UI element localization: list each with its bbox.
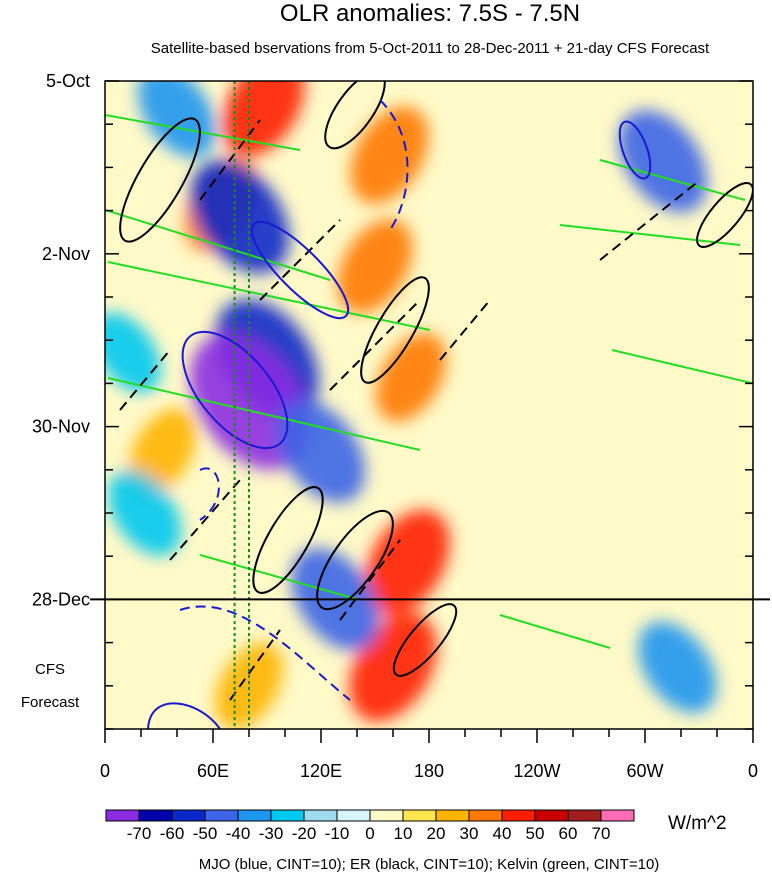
chart-footer: MJO (blue, CINT=10); ER (black, CINT=10)…: [198, 856, 660, 873]
chart-title: OLR anomalies: 7.5S - 7.5N: [279, 0, 581, 27]
colorbar-label: -20: [292, 824, 317, 843]
y-tick-label: 30-Nov: [32, 417, 90, 437]
mjo-contour: [181, 330, 289, 450]
er-contour: [316, 509, 394, 611]
colorbar-swatch: [567, 809, 602, 822]
x-tick-label: 120W: [513, 761, 560, 781]
y-tick-label: 2-Nov: [42, 244, 90, 264]
colorbar-label: -50: [193, 824, 218, 843]
kelvin-contour: [105, 114, 753, 649]
colorbar-swatch: [534, 809, 569, 822]
colorbar-swatch: [237, 809, 272, 822]
colorbar-label: 10: [394, 824, 413, 843]
colorbar-label: 50: [526, 824, 545, 843]
colorbar-swatch: [303, 809, 338, 822]
colorbar: -70 -60 -50 -40 -30 -20 -10 0 10 20 30 40 50 60 70: [105, 809, 635, 843]
colorbar-swatch: [402, 809, 437, 822]
mjo-contour: [618, 120, 652, 180]
colorbar-label: -70: [127, 824, 152, 843]
colorbar-units: W/m^2: [668, 813, 727, 834]
anomaly-blob: [128, 408, 197, 495]
colorbar-swatch: [435, 809, 470, 822]
colorbar-label: -40: [226, 824, 251, 843]
cfs-label-line2: Forecast: [21, 694, 80, 711]
anomaly-blob: [375, 333, 447, 422]
er-contour: [696, 182, 753, 248]
x-tick-label: 60E: [197, 761, 229, 781]
er-contour-dashed: [119, 119, 701, 701]
er-contour: [324, 81, 386, 150]
mjo-contour: [250, 220, 350, 320]
colorbar-label: 30: [460, 824, 479, 843]
anomaly-blob: [107, 470, 182, 556]
x-tick-label: 60W: [626, 761, 663, 781]
colorbar-swatch: [369, 809, 404, 822]
anomaly-blob: [222, 81, 305, 157]
colorbar-swatch: [105, 809, 140, 822]
y-tick-label: 5-Oct: [46, 71, 90, 91]
anomaly-blob: [105, 312, 161, 393]
colorbar-swatch: [336, 809, 371, 822]
colorbar-swatch: [138, 809, 173, 822]
colorbar-swatch: [204, 809, 239, 822]
colorbar-swatch: [270, 809, 305, 822]
mjo-contour-dashed: [179, 99, 409, 701]
anomaly-blob: [214, 642, 284, 729]
x-tick-label: 180: [414, 761, 444, 781]
er-contour: [119, 117, 201, 243]
colorbar-label: 40: [493, 824, 512, 843]
colorbar-label: -10: [325, 824, 350, 843]
axis-labels: 5-Oct 2-Nov 30-Nov 28-Dec 0 60E 120E 180 120W 60W…: [32, 71, 758, 781]
colorbar-label: 70: [592, 824, 611, 843]
colorbar-label: 60: [559, 824, 578, 843]
anomaly-blob: [350, 106, 429, 204]
colorbar-label: -60: [160, 824, 185, 843]
er-contour: [360, 276, 430, 384]
anomaly-blob: [337, 219, 413, 314]
axis-ticks: [104, 80, 754, 743]
anomaly-blob: [137, 81, 217, 158]
chart-subtitle: Satellite-based bservations from 5-Oct-2…: [150, 40, 710, 57]
x-tick-label: 0: [748, 761, 758, 781]
colorbar-swatch: [468, 809, 503, 822]
x-tick-label: 0: [100, 761, 110, 781]
x-tick-label: 120E: [300, 761, 342, 781]
colorbar-label: 0: [365, 824, 374, 843]
mjo-contour: [147, 702, 221, 729]
colorbar-swatch: [501, 809, 536, 822]
er-contour: [392, 603, 458, 677]
colorbar-label: -30: [259, 824, 284, 843]
wave-contours: [105, 81, 753, 729]
y-tick-label: 28-Dec: [32, 589, 90, 609]
er-contour: [252, 486, 324, 594]
colorbar-swatch: [600, 809, 635, 822]
colorbar-swatch: [171, 809, 206, 822]
anomaly-blob: [276, 400, 366, 503]
cfs-label-line1: CFS: [35, 661, 65, 678]
anomaly-blob: [364, 509, 450, 615]
anomaly-blob: [638, 621, 717, 713]
colorbar-label: 20: [427, 824, 446, 843]
